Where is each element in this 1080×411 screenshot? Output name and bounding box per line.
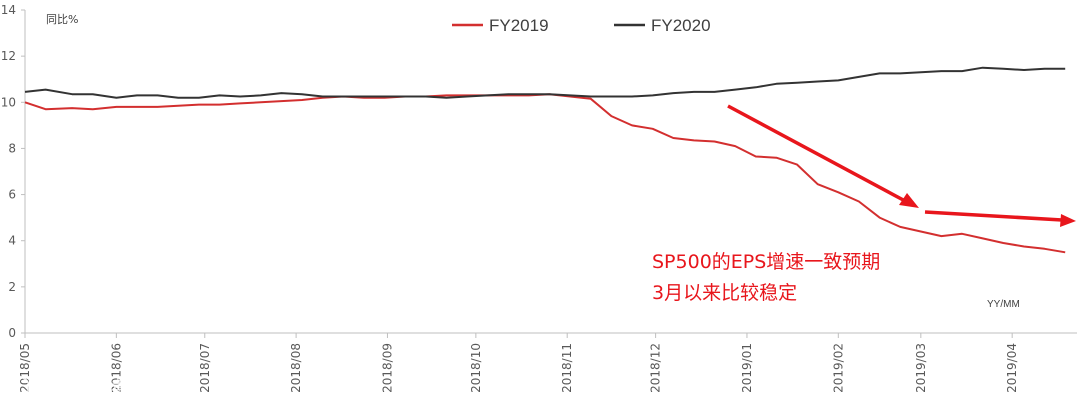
annotation-line-1: SP500的EPS增速一致预期 xyxy=(652,251,880,273)
arrow-stable xyxy=(924,210,1063,222)
x-tick-label: 2019/01 xyxy=(740,343,754,393)
y-tick-label: 10 xyxy=(1,95,16,109)
y-axis: 0 2 4 6 8 10 12 14 xyxy=(1,3,26,340)
x-tick-label: 2018/07 xyxy=(198,343,212,393)
legend-label-fy2020: FY2020 xyxy=(651,16,711,35)
series-line-fy2019 xyxy=(24,93,1066,254)
legend: FY2019 FY2020 xyxy=(452,16,711,35)
x-tick-label: 2019/04 xyxy=(1005,343,1019,393)
x-tick-label: 2018/05 xyxy=(18,343,32,393)
x-tick-label: 2018/06 xyxy=(109,343,123,393)
annotation-line-2: 3月以来比较稳定 xyxy=(652,282,797,304)
legend-item-fy2020: FY2020 xyxy=(614,16,711,35)
y-tick-label: 12 xyxy=(1,49,16,63)
y-tick-label: 8 xyxy=(8,141,16,155)
legend-item-fy2019: FY2019 xyxy=(452,16,549,35)
annotation-arrows xyxy=(727,104,1076,227)
series-line-fy2020 xyxy=(24,66,1066,99)
x-tick-label: 2018/09 xyxy=(380,343,394,393)
y-tick-label: 6 xyxy=(8,188,16,202)
y-unit-label: 同比% xyxy=(46,13,78,26)
arrow-decline-head xyxy=(899,193,919,208)
y-tick-label: 2 xyxy=(8,280,16,294)
legend-label-fy2019: FY2019 xyxy=(489,16,549,35)
y-tick-label: 4 xyxy=(8,234,16,248)
watermark-logo-icon xyxy=(8,376,30,398)
series-lines xyxy=(24,66,1066,254)
x-axis: 2018/05 2018/06 2018/07 2018/08 2018/09 2018/… xyxy=(18,332,1077,393)
arrow-decline xyxy=(727,104,908,204)
x-tick-label: 2019/03 xyxy=(914,343,928,393)
watermark-text: 大数跨境 xyxy=(56,378,124,398)
watermark: 大数跨境 xyxy=(8,376,124,398)
x-tick-label: 2018/10 xyxy=(469,343,483,393)
y-tick-label: 14 xyxy=(1,3,16,17)
y-tick-label: 0 xyxy=(8,326,16,340)
x-unit-label: YY/MM xyxy=(987,299,1020,310)
x-tick-label: 2019/02 xyxy=(831,343,845,393)
x-tick-label: 2018/08 xyxy=(289,343,303,393)
arrow-stable-head xyxy=(1060,214,1076,227)
x-tick-label: 2018/11 xyxy=(560,343,574,393)
x-tick-label: 2018/12 xyxy=(649,343,663,393)
